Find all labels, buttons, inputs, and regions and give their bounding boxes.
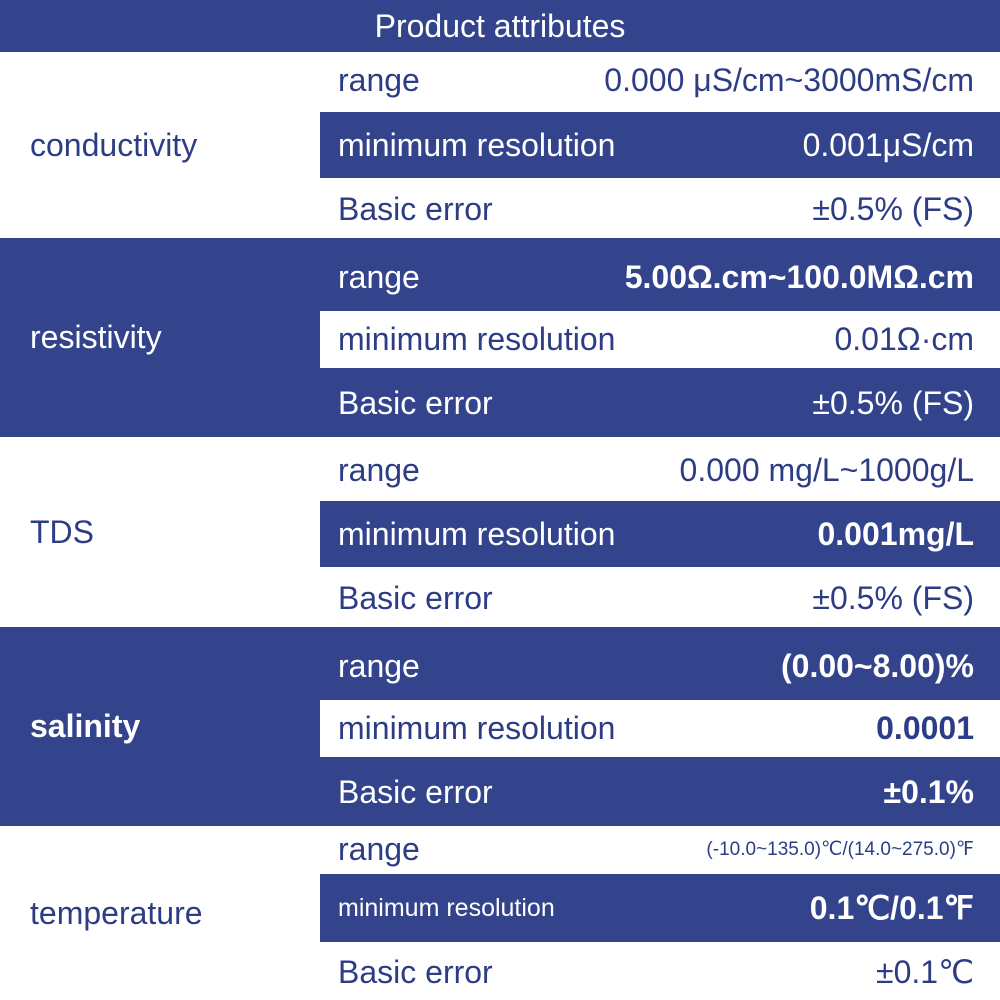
row-value: 0.000 mg/L~1000g/L — [679, 451, 974, 488]
group-salinity: salinity range (0.00~8.00)% minimum reso… — [0, 627, 1000, 826]
row-label: range — [338, 61, 420, 98]
row-value: ±0.5% (FS) — [812, 190, 974, 227]
row-label: minimum resolution — [338, 126, 616, 163]
row-label: Basic error — [338, 385, 493, 421]
category-temperature: temperature — [30, 894, 203, 931]
row-salinity-range: range (0.00~8.00)% — [320, 633, 1000, 699]
row-value: ±0.5% (FS) — [812, 579, 974, 616]
row-value: 0.1℃/0.1℉ — [809, 890, 974, 926]
group-tds: TDS range 0.000 mg/L~1000g/L minimum res… — [0, 437, 1000, 627]
row-label: range — [338, 647, 420, 684]
row-value: 0.000 μS/cm~3000mS/cm — [604, 61, 974, 98]
row-tds-error: Basic error ±0.5% (FS) — [320, 569, 1000, 627]
row-tds-range: range 0.000 mg/L~1000g/L — [320, 441, 1000, 499]
row-resistivity-resolution: minimum resolution 0.01Ω·cm — [320, 311, 1000, 368]
row-label: range — [338, 451, 420, 488]
row-label: minimum resolution — [338, 893, 555, 922]
row-salinity-resolution: minimum resolution 0.0001 — [320, 700, 1000, 757]
category-resistivity: resistivity — [30, 319, 162, 355]
row-temperature-range: range (-10.0~135.0)℃/(14.0~275.0)℉ — [320, 826, 1000, 872]
row-value: ±0.5% (FS) — [812, 385, 974, 421]
row-label: Basic error — [338, 579, 493, 616]
row-label: minimum resolution — [338, 515, 616, 552]
row-value: 0.001mg/L — [817, 515, 974, 552]
row-label: minimum resolution — [338, 710, 616, 746]
row-value: ±0.1% — [883, 774, 975, 810]
table-title: Product attributes — [0, 0, 1000, 52]
row-resistivity-error: Basic error ±0.5% (FS) — [320, 370, 1000, 437]
row-conductivity-error: Basic error ±0.5% (FS) — [320, 180, 1000, 238]
category-salinity: salinity — [30, 708, 141, 744]
row-value: 0.0001 — [876, 710, 974, 746]
row-value: ±0.1℃ — [876, 954, 974, 990]
group-resistivity: resistivity range 5.00Ω.cm~100.0MΩ.cm mi… — [0, 238, 1000, 437]
row-label: range — [338, 258, 420, 295]
group-conductivity: conductivity range 0.000 μS/cm~3000mS/cm… — [0, 52, 1000, 238]
row-resistivity-range: range 5.00Ω.cm~100.0MΩ.cm — [320, 244, 1000, 310]
row-value: 0.01Ω·cm — [834, 321, 974, 357]
row-value: 5.00Ω.cm~100.0MΩ.cm — [624, 258, 974, 295]
row-conductivity-resolution: minimum resolution 0.001μS/cm — [320, 112, 1000, 178]
row-label: range — [338, 830, 420, 867]
row-value: 0.001μS/cm — [802, 126, 974, 163]
row-temperature-error: Basic error ±0.1℃ — [320, 944, 1000, 1000]
row-salinity-error: Basic error ±0.1% — [320, 759, 1000, 826]
row-label: Basic error — [338, 774, 493, 810]
row-label: Basic error — [338, 953, 493, 990]
row-value: (-10.0~135.0)℃/(14.0~275.0)℉ — [706, 838, 974, 860]
row-value: (0.00~8.00)% — [780, 647, 974, 684]
row-tds-resolution: minimum resolution 0.001mg/L — [320, 501, 1000, 567]
row-temperature-resolution: minimum resolution 0.1℃/0.1℉ — [320, 874, 1000, 942]
row-label: minimum resolution — [338, 321, 616, 357]
row-label: Basic error — [338, 190, 493, 227]
category-tds: TDS — [30, 513, 94, 550]
row-conductivity-range: range 0.000 μS/cm~3000mS/cm — [320, 52, 1000, 108]
category-conductivity: conductivity — [30, 126, 198, 163]
group-temperature: temperature range (-10.0~135.0)℃/(14.0~2… — [0, 826, 1000, 1000]
